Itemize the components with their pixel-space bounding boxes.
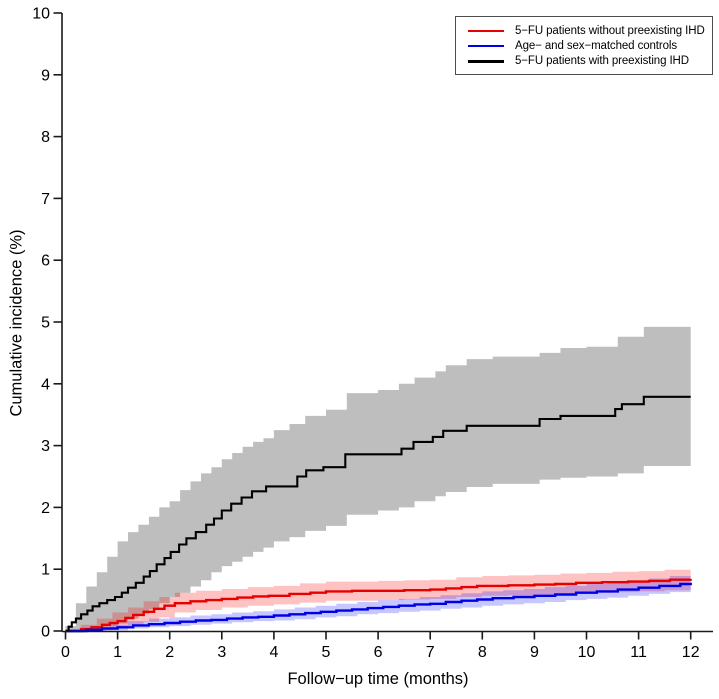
x-tick-label: 4 <box>269 644 278 661</box>
confidence-band-black <box>65 326 691 631</box>
legend-line-red-icon <box>468 29 504 32</box>
curve-black <box>65 395 691 633</box>
x-tick-label: 12 <box>682 644 700 661</box>
y-tick-label: 6 <box>41 253 50 270</box>
y-tick-label: 5 <box>41 315 50 332</box>
curve-blue <box>65 582 692 633</box>
y-tick-label: 8 <box>41 129 50 146</box>
confidence-band-blue <box>65 573 691 631</box>
curve-red <box>65 578 692 633</box>
x-tick-label: 2 <box>165 644 174 661</box>
y-tick-label: 3 <box>41 438 50 455</box>
legend-item-red: 5−FU patients without preexisting IHD <box>468 23 708 38</box>
x-axis-title: Follow−up time (months) <box>287 670 469 688</box>
legend-item-black: 5−FU patients with preexisting IHD <box>468 54 708 69</box>
legend-line-blue-icon <box>468 44 504 48</box>
x-tick-label: 11 <box>630 644 647 661</box>
y-tick-label: 4 <box>41 376 50 393</box>
y-tick-label: 9 <box>41 67 50 84</box>
x-tick-label: 7 <box>426 644 435 661</box>
x-tick-label: 3 <box>217 644 226 661</box>
y-tick-label: 10 <box>32 6 50 23</box>
legend-label-red: 5−FU patients without preexisting IHD <box>515 24 705 37</box>
y-tick-label: 0 <box>41 624 50 641</box>
legend-label-blue: Age− and sex−matched controls <box>515 40 678 53</box>
x-tick-label: 0 <box>61 644 70 661</box>
y-axis-title: Cumulative incidence (%) <box>7 229 26 417</box>
x-tick-label: 5 <box>322 644 331 661</box>
y-tick-label: 2 <box>41 500 50 517</box>
x-tick-label: 9 <box>530 644 539 661</box>
legend: 5−FU patients without preexisting IHD Ag… <box>455 16 713 75</box>
x-tick-label: 10 <box>578 644 596 661</box>
y-tick-label: 1 <box>41 562 50 579</box>
legend-item-blue: Age− and sex−matched controls <box>468 38 708 53</box>
y-tick-label: 7 <box>41 191 50 208</box>
x-tick-label: 1 <box>113 644 122 661</box>
x-tick-label: 8 <box>478 644 487 661</box>
x-tick-label: 6 <box>374 644 383 661</box>
legend-label-black: 5−FU patients with preexisting IHD <box>515 55 689 68</box>
legend-line-black-icon <box>468 60 504 63</box>
